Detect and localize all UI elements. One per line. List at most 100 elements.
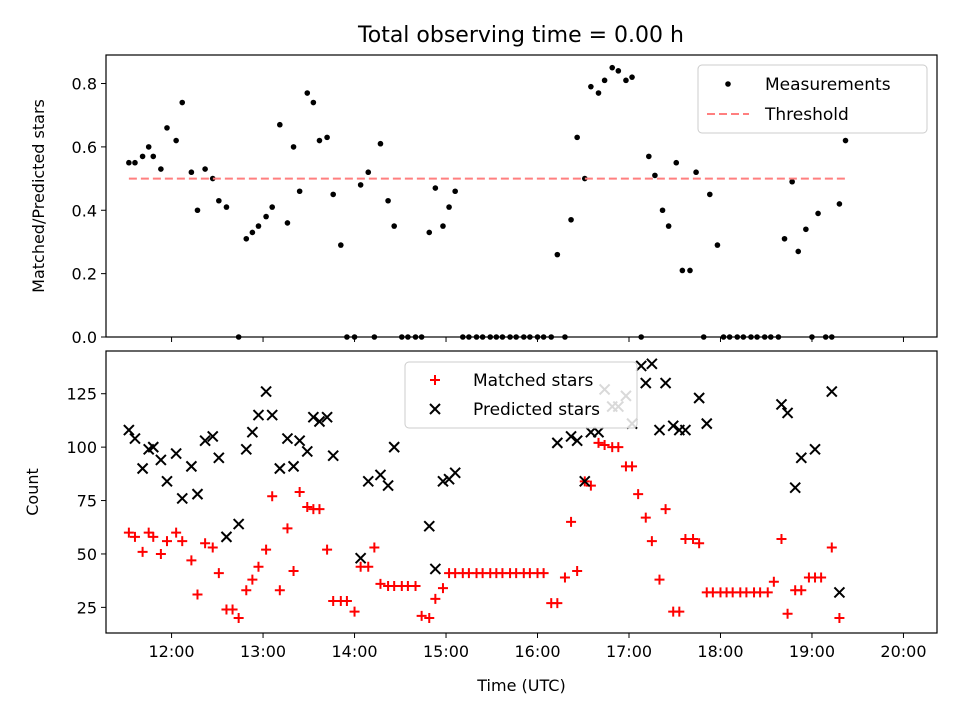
measurement-point — [473, 334, 480, 340]
predicted-star-point — [321, 411, 333, 423]
predicted-star-point — [362, 475, 374, 488]
measurement-point — [418, 334, 425, 340]
measurement-point — [815, 210, 821, 217]
measurement-point — [216, 197, 222, 204]
measurement-point — [399, 334, 405, 340]
measurement-point — [562, 334, 568, 340]
x-tick-label: 14:00 — [331, 642, 377, 661]
predicted-star-point — [129, 432, 141, 445]
measurement-point — [284, 220, 291, 226]
predicted-star-point — [307, 411, 320, 423]
measurement-point — [740, 334, 747, 340]
series-measurements — [126, 64, 849, 340]
x-tick-label: 19:00 — [789, 642, 835, 661]
measurement-point — [609, 64, 616, 71]
measurement-point — [357, 182, 364, 188]
measurement-point — [412, 334, 419, 340]
predicted-star-point — [220, 531, 233, 543]
predicted-star-point — [809, 443, 821, 455]
measurement-point — [426, 229, 433, 236]
measurement-point — [139, 153, 146, 160]
matched-star-point — [288, 566, 299, 577]
matched-star-point — [171, 527, 182, 538]
measurement-point — [673, 159, 680, 166]
measurement-point — [405, 334, 411, 340]
y-tick-label: 75 — [77, 492, 97, 511]
measurement-point — [761, 334, 768, 340]
matched-star-point — [660, 504, 671, 515]
measurement-point — [499, 334, 506, 340]
x-tick-label: 18:00 — [697, 642, 743, 661]
measurement-point — [836, 201, 843, 207]
matched-star-point — [416, 610, 427, 621]
predicted-star-point — [781, 407, 794, 419]
matched-star-point — [302, 501, 313, 512]
measurement-point — [754, 334, 760, 340]
matched-star-point — [233, 613, 244, 624]
predicted-star-point — [833, 586, 846, 599]
measurement-point — [595, 90, 602, 96]
measurement-point — [277, 121, 283, 128]
predicted-star-point — [693, 392, 705, 404]
matched-star-point — [192, 589, 203, 600]
measurement-point — [249, 229, 256, 236]
matched-star-point — [241, 585, 252, 596]
matched-star-point — [572, 566, 583, 577]
measurement-point — [310, 99, 317, 106]
matched-star-point — [430, 593, 441, 604]
measurement-point — [623, 77, 629, 84]
predicted-star-point — [795, 452, 808, 464]
matched-star-point — [267, 491, 278, 502]
measurement-point — [652, 172, 658, 179]
predicted-star-point — [155, 454, 167, 466]
matched-star-point — [640, 512, 651, 523]
predicted-star-point — [274, 462, 286, 475]
matched-star-point — [213, 568, 224, 579]
measurement-point — [243, 235, 250, 242]
measurement-point — [365, 169, 372, 176]
measurement-point — [520, 334, 527, 340]
predicted-star-point — [374, 469, 387, 481]
measurement-point — [581, 175, 588, 182]
measurement-point — [540, 334, 547, 340]
y-tick-label: 0.8 — [72, 75, 97, 94]
measurement-point — [803, 226, 809, 233]
legend-marker-measurements — [725, 81, 731, 87]
predicted-star-point — [313, 415, 326, 428]
matched-star-point — [762, 587, 773, 598]
predicted-star-point — [232, 518, 245, 530]
legend-label-predicted: Predicted stars — [473, 400, 600, 420]
measurement-point — [324, 134, 330, 141]
predicted-star-point — [437, 475, 449, 488]
matched-star-point — [247, 574, 258, 585]
predicted-star-point — [659, 377, 672, 389]
measurement-point — [164, 125, 170, 131]
matched-star-point — [155, 548, 166, 559]
predicted-star-point — [388, 441, 400, 453]
matched-star-point — [375, 578, 386, 589]
legend-marker-matched — [430, 375, 440, 385]
matched-star-point — [207, 542, 218, 553]
matched-star-point — [613, 442, 624, 453]
predicted-star-point — [161, 475, 173, 488]
measurement-point — [714, 242, 721, 248]
legend-label-threshold: Threshold — [764, 105, 849, 125]
predicted-star-point — [176, 492, 188, 505]
predicted-star-point — [136, 462, 149, 475]
y-axis-label: Count — [23, 468, 42, 516]
predicted-star-point — [382, 479, 394, 492]
predicted-star-point — [775, 398, 788, 411]
measurement-point — [269, 204, 276, 210]
measurement-point — [822, 334, 829, 340]
measurement-point — [795, 248, 802, 255]
measurement-point — [173, 137, 179, 144]
predicted-star-point — [199, 435, 211, 447]
measurement-point — [487, 334, 494, 340]
matched-star-point — [816, 572, 827, 583]
predicted-star-point — [551, 437, 564, 449]
y-axis-label: Matched/Predicted stars — [29, 99, 48, 293]
predicted-star-point — [640, 377, 652, 389]
predicted-star-point — [281, 432, 294, 445]
figure-title: Total observing time = 0.00 h — [357, 23, 684, 48]
